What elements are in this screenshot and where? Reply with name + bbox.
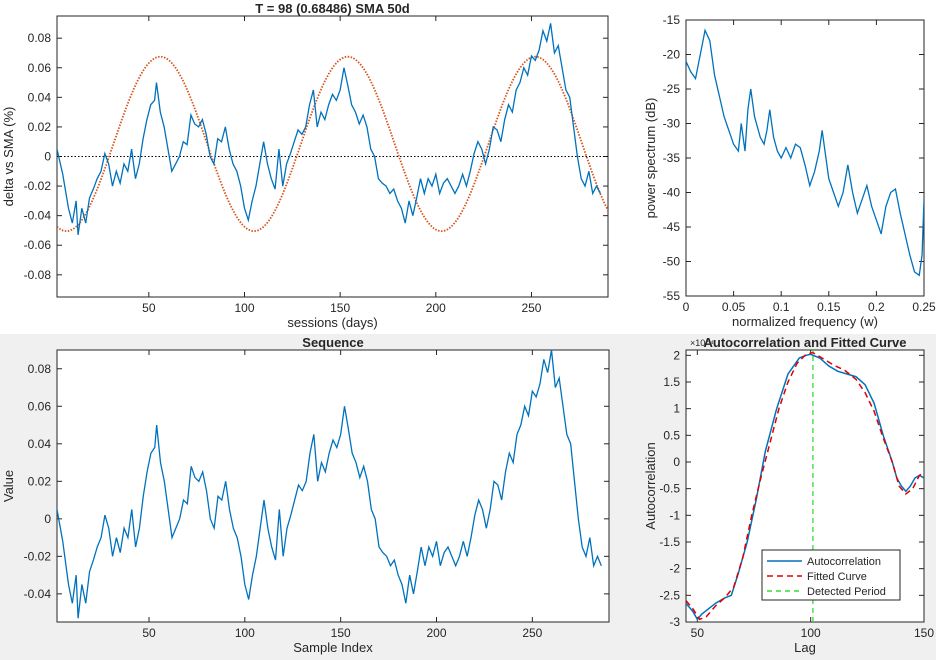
y-tick-label: -1	[669, 508, 680, 522]
spectrum-series-line	[686, 28, 924, 277]
chart-delta: 50 100 150 200 250 -0.08 -0.06 -0.04 -0.02 0 0.02 0…	[1, 1, 609, 330]
y-tick-label: -1.5	[659, 535, 680, 549]
legend-entry: Fitted Curve	[807, 571, 867, 583]
chart-sequence: 50 100 150 200 250 -0.04 -0.02 0 0.02 0.04 0.06 0.0…	[1, 335, 610, 655]
x-tick-label: 0.2	[868, 300, 885, 314]
y-tick-label: 0.02	[28, 474, 52, 488]
x-tick-label: 150	[330, 301, 350, 315]
x-tick-label: 200	[426, 626, 446, 640]
y-tick-label: -2	[669, 562, 680, 576]
x-tick-label: 0	[683, 300, 690, 314]
y-tick-label: 0.04	[28, 437, 52, 451]
plot-area-delta	[56, 15, 609, 298]
y-axis-label: delta vs SMA (%)	[1, 107, 16, 207]
y-tick-label: -0.5	[659, 482, 680, 496]
y-tick-label: 0.06	[28, 399, 52, 413]
x-tick-label: 0.15	[817, 300, 841, 314]
x-tick-label: 200	[426, 301, 446, 315]
y-tick-label: 0	[673, 455, 680, 469]
y-tick-label: -25	[663, 82, 681, 96]
y-axis-exponent: ×10⁻⁴	[690, 338, 714, 348]
x-tick-label: 100	[234, 301, 254, 315]
y-tick-label: 1	[673, 402, 680, 416]
chart-spectrum: 0 0.05 0.1 0.15 0.2 0.25 -55 -50 -45 -40 -35 -30 -25…	[643, 13, 936, 329]
y-axis-label: Autocorrelation	[643, 442, 658, 529]
y-tick-label: 0.04	[28, 90, 52, 104]
y-tick-label: 2	[673, 348, 680, 362]
delta-series-line	[57, 23, 601, 235]
x-tick-label: 50	[142, 626, 156, 640]
plot-area-spectrum	[685, 19, 925, 297]
x-tick-label: 100	[801, 626, 821, 640]
x-tick-label: 0.05	[722, 300, 746, 314]
x-tick-label: 50	[691, 626, 705, 640]
y-tick-label: -50	[663, 255, 681, 269]
x-axis-label: Sample Index	[293, 640, 373, 655]
y-tick-label: 0.08	[28, 31, 52, 45]
y-tick-label: 0	[44, 512, 51, 526]
x-tick-label: 150	[914, 626, 934, 640]
y-tick-label: 1.5	[663, 375, 680, 389]
x-axis-label: normalized frequency (w)	[732, 314, 878, 329]
autocorrelation-line	[686, 353, 924, 621]
y-tick-label: -0.02	[24, 179, 52, 193]
legend-entry: Autocorrelation	[807, 556, 881, 568]
y-tick-label: -0.08	[24, 268, 52, 282]
y-tick-label: -0.06	[24, 238, 52, 252]
sine-fit-line	[57, 55, 608, 233]
fitted-curve-line	[686, 351, 924, 621]
x-tick-label: 250	[521, 301, 541, 315]
y-tick-label: -3	[669, 615, 680, 629]
legend-entry: Detected Period	[807, 586, 886, 598]
x-axis-label: Lag	[794, 640, 816, 655]
chart-title: Autocorrelation and Fitted Curve	[704, 335, 907, 350]
legend: Autocorrelation Fitted Curve Detected Peri…	[761, 549, 901, 601]
y-tick-label: -55	[663, 289, 681, 303]
x-axis-label: sessions (days)	[287, 315, 377, 330]
x-tick-label: 0.1	[773, 300, 790, 314]
chart-autocorr: 50 100 150 -3 -2.5 -2 -1.5 -1 -0.5 0 0.5 1 1.5 2 Autoc…	[643, 335, 934, 655]
y-tick-label: 0.02	[28, 120, 52, 134]
y-tick-label: -0.04	[24, 209, 52, 223]
y-axis-label: power spectrum (dB)	[643, 98, 658, 219]
sequence-series-line	[57, 350, 602, 619]
y-tick-label: -2.5	[659, 588, 680, 602]
plot-area-sequence	[56, 349, 610, 623]
y-tick-label: -45	[663, 220, 681, 234]
y-tick-label: -0.02	[24, 549, 52, 563]
y-tick-label: -0.04	[24, 587, 52, 601]
y-tick-label: 0.08	[28, 362, 52, 376]
y-tick-label: -15	[663, 13, 681, 27]
y-tick-label: -20	[663, 48, 681, 62]
y-tick-label: -40	[663, 186, 681, 200]
y-tick-label: -30	[663, 117, 681, 131]
chart-title: Sequence	[302, 335, 363, 350]
x-tick-label: 250	[522, 626, 542, 640]
y-tick-label: -35	[663, 151, 681, 165]
x-tick-label: 50	[142, 301, 156, 315]
y-axis-label: Value	[1, 470, 16, 502]
y-tick-label: 0.5	[663, 428, 680, 442]
x-tick-label: 100	[235, 626, 255, 640]
y-tick-label: 0.06	[28, 61, 52, 75]
x-tick-label: 150	[331, 626, 351, 640]
x-tick-label: 0.25	[912, 300, 936, 314]
chart-title: T = 98 (0.68486) SMA 50d	[255, 1, 410, 16]
y-tick-label: 0	[44, 150, 51, 164]
